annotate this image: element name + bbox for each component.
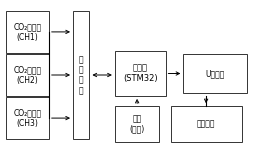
Text: 单片机
(STM32): 单片机 (STM32) (122, 64, 157, 83)
FancyBboxPatch shape (114, 106, 158, 142)
FancyBboxPatch shape (6, 54, 49, 96)
Text: 采
样
电
路: 采 样 电 路 (78, 55, 83, 95)
FancyBboxPatch shape (183, 54, 246, 93)
FancyBboxPatch shape (6, 97, 49, 139)
FancyBboxPatch shape (114, 51, 165, 96)
FancyBboxPatch shape (170, 106, 241, 142)
FancyBboxPatch shape (73, 11, 89, 139)
Text: U盘存储: U盘存储 (204, 69, 224, 78)
FancyBboxPatch shape (6, 11, 49, 53)
Text: 滤波
(硬件): 滤波 (硬件) (129, 114, 144, 134)
Text: CO₂传感器
(CH2): CO₂传感器 (CH2) (13, 65, 41, 85)
Text: 按键功能: 按键功能 (196, 120, 215, 129)
Text: CO₂传感器
(CH3): CO₂传感器 (CH3) (13, 108, 41, 128)
Text: CO₂传感器
(CH1): CO₂传感器 (CH1) (13, 22, 41, 42)
